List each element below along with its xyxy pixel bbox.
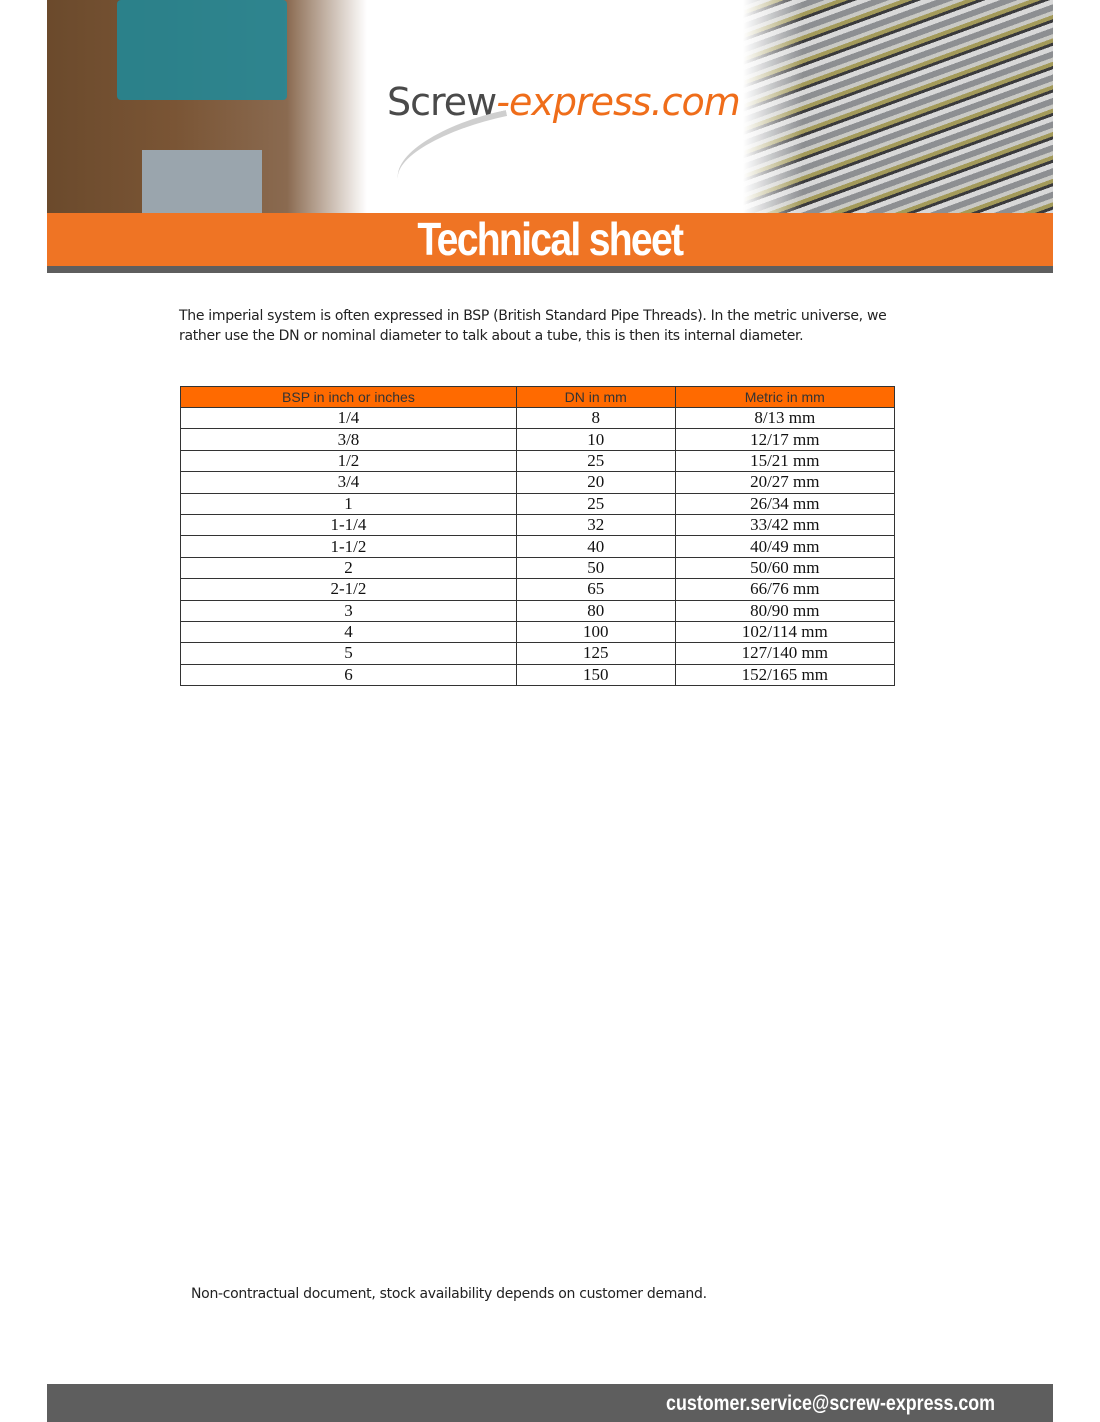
table-cell: 3 — [180, 599, 517, 622]
footer: customer.service@screw-express.com — [47, 1384, 1053, 1422]
table-cell: 50/60 mm — [674, 556, 896, 580]
table-cell: 6 — [180, 663, 517, 687]
table-cell: 1-1/2 — [180, 535, 517, 558]
table-cell: 152/165 mm — [674, 663, 896, 687]
table-cell: 10 — [515, 428, 676, 451]
disclaimer: Non-contractual document, stock availabi… — [191, 1286, 707, 1302]
tools-photo — [47, 0, 367, 213]
logo: Screw-express.com — [387, 80, 741, 124]
table-cell: 150 — [515, 663, 676, 687]
table-row: 1/2 25 15/21 mm — [180, 449, 896, 473]
table-cell: 33/42 mm — [674, 513, 896, 537]
table-cell: 1 — [180, 492, 517, 515]
intro-text: The imperial system is often expressed i… — [179, 308, 887, 344]
table-cell: 40/49 mm — [674, 535, 896, 558]
table-cell: 12/17 mm — [674, 428, 896, 451]
table-cell: 100 — [515, 620, 676, 644]
title-band: Technical sheet — [47, 213, 1053, 266]
table-cell: 2-1/2 — [180, 578, 517, 601]
contact-email[interactable]: customer.service@screw-express.com — [666, 1392, 995, 1415]
column-header: BSP in inch or inches — [180, 386, 517, 408]
table-cell: 1/4 — [180, 406, 517, 430]
table-cell: 66/76 mm — [674, 578, 896, 601]
table-header-row: BSP in inch or inches DN in mm Metric in… — [180, 386, 896, 408]
table-row: 2-1/2 65 66/76 mm — [180, 578, 896, 601]
table-cell: 50 — [515, 556, 676, 580]
table-row: 3/4 20 20/27 mm — [180, 471, 896, 494]
table-cell: 26/34 mm — [674, 492, 896, 515]
table-cell: 65 — [515, 578, 676, 601]
table-cell: 4 — [180, 620, 517, 644]
table-cell: 40 — [515, 535, 676, 558]
header-banner: Screw-express.com Technical sheet — [47, 0, 1053, 273]
table-cell: 8 — [515, 406, 676, 430]
table-cell: 80/90 mm — [674, 599, 896, 622]
table-cell: 32 — [515, 513, 676, 537]
table-cell: 20 — [515, 471, 676, 494]
page-title: Technical sheet — [417, 213, 685, 265]
table-row: 3 80 80/90 mm — [180, 599, 896, 622]
table-row: 1-1/4 32 33/42 mm — [180, 513, 896, 537]
table-cell: 8/13 mm — [674, 406, 896, 430]
table-cell: 125 — [515, 642, 676, 665]
table-row: 3/8 10 12/17 mm — [180, 428, 896, 451]
table-row: 4 100 102/114 mm — [180, 620, 896, 644]
table-cell: 2 — [180, 556, 517, 580]
screws-photo — [743, 0, 1053, 213]
table-row: 1/4 8 8/13 mm — [180, 406, 896, 430]
table-cell: 127/140 mm — [674, 642, 896, 665]
table-cell: 80 — [515, 599, 676, 622]
table-cell: 25 — [515, 449, 676, 473]
table-cell: 20/27 mm — [674, 471, 896, 494]
column-header: DN in mm — [515, 386, 676, 408]
table-cell: 1-1/4 — [180, 513, 517, 537]
table-cell: 5 — [180, 642, 517, 665]
table-row: 5 125 127/140 mm — [180, 642, 896, 665]
table-row: 2 50 50/60 mm — [180, 556, 896, 580]
table-row: 1-1/2 40 40/49 mm — [180, 535, 896, 558]
conversion-table: BSP in inch or inches DN in mm Metric in… — [180, 386, 896, 687]
table-cell: 15/21 mm — [674, 449, 896, 473]
table-cell: 1/2 — [180, 449, 517, 473]
table-cell: 3/4 — [180, 471, 517, 494]
divider — [47, 266, 1053, 273]
table-row: 1 25 26/34 mm — [180, 492, 896, 515]
table-cell: 25 — [515, 492, 676, 515]
table-cell: 3/8 — [180, 428, 517, 451]
table-row: 6 150 152/165 mm — [180, 663, 896, 687]
table-cell: 102/114 mm — [674, 620, 896, 644]
column-header: Metric in mm — [674, 386, 896, 408]
